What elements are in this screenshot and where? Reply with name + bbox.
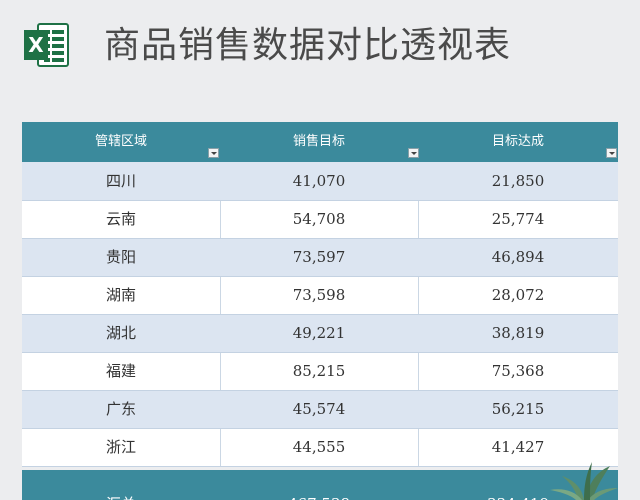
total-achieved: 334,419	[418, 484, 618, 500]
column-header-region: 管辖区域	[94, 134, 147, 149]
table-row: 贵阳 73,597 46,894	[22, 238, 618, 276]
cell-target: 85,215	[292, 362, 346, 380]
filter-dropdown-target[interactable]	[408, 148, 419, 158]
table-row: 湖北 49,221 38,819	[22, 314, 618, 352]
table-header: 管辖区域 销售目标 目标达成	[22, 122, 618, 162]
table-row: 福建 85,215 75,368	[22, 352, 618, 390]
row-divider	[22, 200, 618, 201]
pivot-table: 管辖区域 销售目标 目标达成 四川 41,070 21,850 云南 54,70…	[22, 122, 618, 500]
column-header-achieved: 目标达成	[491, 134, 544, 149]
table-row: 浙江 44,555 41,427	[22, 428, 618, 466]
header: X 商品销售数据对比透视表	[0, 0, 640, 96]
column-header-target: 销售目标	[292, 134, 345, 149]
table-row: 四川 41,070 21,850	[22, 162, 618, 200]
cell-region: 湖北	[105, 324, 136, 342]
cell-target: 41,070	[292, 172, 346, 190]
cell-achieved: 28,072	[491, 286, 545, 304]
cell-achieved: 38,819	[491, 324, 545, 342]
row-divider	[22, 466, 618, 467]
cell-achieved: 21,850	[491, 172, 545, 190]
total-target: 467,538	[220, 484, 418, 500]
cell-target: 49,221	[292, 324, 346, 342]
row-divider	[22, 390, 618, 391]
row-divider	[22, 276, 618, 277]
row-divider	[22, 352, 618, 353]
page-title: 商品销售数据对比透视表	[104, 25, 512, 66]
cell-target: 73,597	[292, 248, 346, 266]
column-divider	[220, 200, 221, 238]
row-divider	[22, 238, 618, 239]
column-divider	[220, 276, 221, 314]
cell-region: 贵阳	[105, 248, 136, 266]
cell-achieved: 75,368	[491, 362, 545, 380]
cell-region: 云南	[105, 210, 136, 228]
cell-target: 45,574	[292, 400, 346, 418]
plant-decoration-icon	[550, 462, 618, 500]
column-divider	[418, 428, 419, 466]
total-label: 汇总	[22, 484, 220, 500]
filter-dropdown-region[interactable]	[208, 148, 219, 158]
column-divider	[418, 352, 419, 390]
cell-region: 浙江	[105, 438, 136, 456]
cell-achieved: 46,894	[491, 248, 545, 266]
excel-logo-letter: X	[28, 33, 44, 57]
filter-dropdown-achieved[interactable]	[606, 148, 617, 158]
table-row: 湖南 73,598 28,072	[22, 276, 618, 314]
cell-target: 73,598	[292, 286, 346, 304]
cell-target: 44,555	[292, 438, 346, 456]
cell-region: 广东	[105, 400, 136, 418]
cell-region: 福建	[105, 362, 136, 380]
table-row: 广东 45,574 56,215	[22, 390, 618, 428]
cell-achieved: 56,215	[491, 400, 545, 418]
column-divider	[418, 200, 419, 238]
cell-target: 54,708	[292, 210, 346, 228]
cell-achieved: 25,774	[491, 210, 545, 228]
total-row: 汇总 467,538 334,419	[22, 470, 618, 500]
cell-region: 湖南	[105, 286, 136, 304]
column-divider	[220, 352, 221, 390]
row-divider	[22, 428, 618, 429]
table-row: 云南 54,708 25,774	[22, 200, 618, 238]
column-divider	[418, 276, 419, 314]
row-divider	[22, 314, 618, 315]
cell-achieved: 41,427	[491, 438, 545, 456]
cell-region: 四川	[105, 172, 136, 190]
excel-icon: X	[24, 23, 69, 67]
column-divider	[220, 428, 221, 466]
